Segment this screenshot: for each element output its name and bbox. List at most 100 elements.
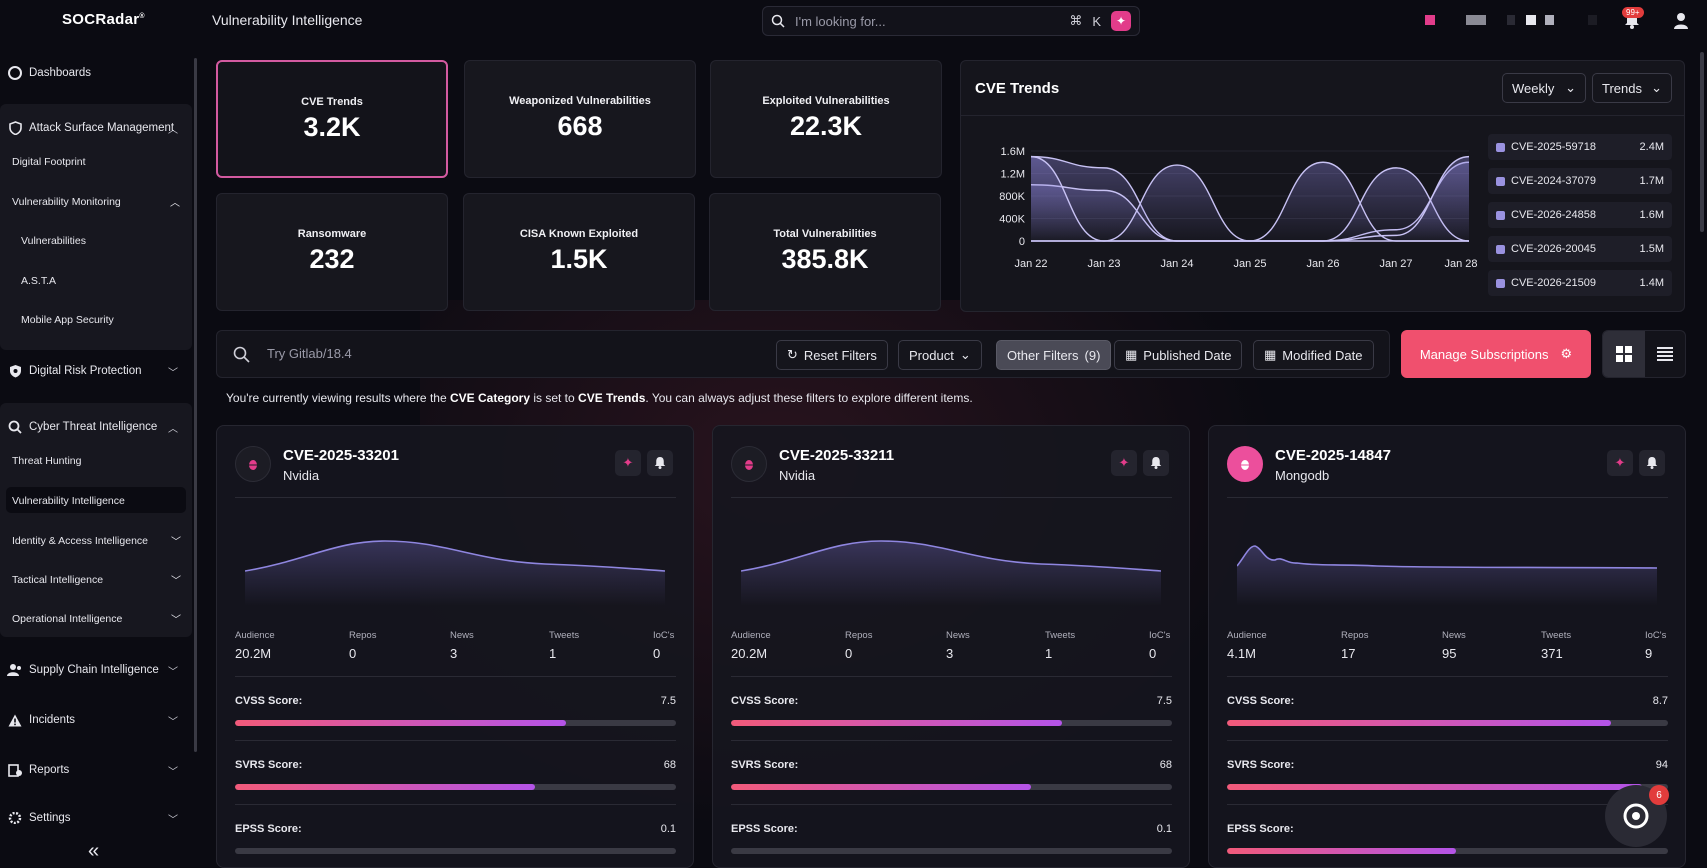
sidebar-item-vulnerability-monitoring[interactable]: Vulnerability Monitoring xyxy=(12,196,121,208)
legend-item[interactable]: CVE-2026-20045 1.5M xyxy=(1488,236,1672,262)
grid-view-button[interactable] xyxy=(1603,331,1645,377)
page-scrollbar[interactable] xyxy=(1700,52,1704,232)
sidebar-item-dashboards[interactable]: Dashboards xyxy=(0,64,190,82)
period-dropdown[interactable]: Weekly ⌄ xyxy=(1502,73,1586,103)
product-dropdown[interactable]: Product ⌄ xyxy=(898,340,982,370)
filter-search-input[interactable]: Try Gitlab/18.4 xyxy=(267,346,352,361)
metric-iocs: IoC's 9 xyxy=(1645,630,1667,661)
sidebar-item-operational-intelligence[interactable]: Operational Intelligence xyxy=(12,613,123,625)
light-square-icon[interactable] xyxy=(1545,15,1554,25)
sidebar-item-attack-surface-management[interactable]: Attack Surface Management ︿ xyxy=(0,119,190,137)
global-search[interactable]: I'm looking for... ⌘ K ✦ xyxy=(762,6,1140,36)
chevron-down-icon: ⌄ xyxy=(1651,80,1662,95)
x-tick-label: Jan 26 xyxy=(1306,258,1339,270)
subscribe-bell-button[interactable] xyxy=(647,450,673,476)
cve-id[interactable]: CVE-2025-33201 xyxy=(283,447,399,464)
button-label: Other Filters xyxy=(1007,347,1079,363)
report-icon xyxy=(7,762,23,778)
stat-card-cve-trends[interactable]: CVE Trends 3.2K xyxy=(216,60,448,178)
y-tick-label: 1.6M xyxy=(1001,146,1025,158)
cve-card[interactable]: CVE-2025-33211 Nvidia ✦ Audience 20.2M Re… xyxy=(712,425,1190,868)
sidebar-item-tactical-intelligence[interactable]: Tactical Intelligence xyxy=(12,574,104,586)
sidebar-item-asta[interactable]: A.S.T.A xyxy=(21,275,57,287)
stat-card-exploited[interactable]: Exploited Vulnerabilities 22.3K xyxy=(710,60,942,178)
chevron-down-icon: ﹀ xyxy=(168,666,178,678)
legend-swatch xyxy=(1496,244,1505,254)
sidebar-item-threat-hunting[interactable]: Threat Hunting xyxy=(12,455,82,467)
series-area xyxy=(1031,165,1469,241)
bug-icon xyxy=(1227,446,1263,482)
cve-id[interactable]: CVE-2025-14847 xyxy=(1275,447,1391,464)
legend-item[interactable]: CVE-2026-24858 1.6M xyxy=(1488,202,1672,228)
legend-swatch xyxy=(1496,142,1505,152)
svrs-value: 68 xyxy=(1159,759,1172,771)
sidebar-item-mobile-app-security[interactable]: Mobile App Security xyxy=(21,314,114,326)
chevron-down-icon: ﹀ xyxy=(168,716,178,728)
ai-sparkle-button[interactable]: ✦ xyxy=(1111,450,1137,476)
collapse-sidebar-button[interactable]: « xyxy=(88,840,100,862)
metric-repos: Repos 17 xyxy=(1341,630,1369,661)
mode-dropdown[interactable]: Trends ⌄ xyxy=(1592,73,1672,103)
sidebar-label: Dashboards xyxy=(29,67,92,79)
stat-card-ransomware[interactable]: Ransomware 232 xyxy=(216,193,448,311)
shield-icon xyxy=(7,120,23,136)
cve-card[interactable]: CVE-2025-33201 Nvidia ✦ Audience 20.2M Re… xyxy=(216,425,694,868)
sidebar-item-digital-risk-protection[interactable]: Digital Risk Protection ﹀ xyxy=(0,362,190,380)
ai-sparkle-button[interactable]: ✦ xyxy=(1607,450,1633,476)
cve-id[interactable]: CVE-2025-33211 xyxy=(779,447,895,464)
sidebar-item-reports[interactable]: Reports ﹀ xyxy=(0,761,190,779)
stat-card-cisa[interactable]: CISA Known Exploited 1.5K xyxy=(463,193,695,311)
chatbot-button[interactable] xyxy=(1605,785,1667,847)
x-tick-label: Jan 27 xyxy=(1379,258,1412,270)
metric-news: News 3 xyxy=(450,630,474,661)
sidebar-item-vulnerability-intelligence[interactable]: Vulnerability Intelligence xyxy=(12,495,125,507)
subscribe-bell-button[interactable] xyxy=(1143,450,1169,476)
subscribe-bell-button[interactable] xyxy=(1639,450,1665,476)
legend-swatch xyxy=(1496,210,1505,220)
sidebar-item-settings[interactable]: Settings ﹀ xyxy=(0,812,190,824)
pink-square-icon[interactable] xyxy=(1425,15,1435,25)
sidebar-item-vulnerabilities[interactable]: Vulnerabilities xyxy=(21,235,86,247)
y-tick-label: 400K xyxy=(999,214,1025,226)
list-view-button[interactable] xyxy=(1645,331,1685,377)
dark-square-icon[interactable] xyxy=(1507,15,1515,25)
legend-item[interactable]: CVE-2026-21509 1.4M xyxy=(1488,270,1672,296)
stat-card-weaponized[interactable]: Weaponized Vulnerabilities 668 xyxy=(464,60,696,178)
cvss-bar-fill xyxy=(1227,720,1611,726)
sidebar-item-identity-access-intelligence[interactable]: Identity & Access Intelligence xyxy=(12,535,148,547)
manage-subscriptions-button[interactable]: Manage Subscriptions ⚙ xyxy=(1401,330,1591,378)
stat-card-total[interactable]: Total Vulnerabilities 385.8K xyxy=(709,193,941,311)
legend-label: CVE-2026-24858 xyxy=(1511,209,1597,221)
sidebar-group-cti xyxy=(0,403,192,637)
legend-item[interactable]: CVE-2025-59718 2.4M xyxy=(1488,134,1672,160)
sidebar-item-incidents[interactable]: Incidents ﹀ xyxy=(0,711,190,729)
legend-swatch xyxy=(1496,278,1505,288)
gray-rect-icon[interactable] xyxy=(1466,15,1486,25)
white-square-icon[interactable] xyxy=(1526,15,1536,25)
ai-sparkle-button[interactable]: ✦ xyxy=(615,450,641,476)
sidebar-label: Digital Risk Protection xyxy=(29,365,142,377)
logo[interactable]: SOCRadar® xyxy=(62,11,145,28)
legend-item[interactable]: CVE-2024-37079 1.7M xyxy=(1488,168,1672,194)
metric-tweets: Tweets 1 xyxy=(1045,630,1076,661)
ai-sparkle-button[interactable]: ✦ xyxy=(1111,11,1131,31)
other-filters-button[interactable]: Other Filters (9) xyxy=(996,340,1112,370)
sparkle-icon: ✦ xyxy=(1118,455,1130,470)
bell-icon xyxy=(1646,457,1658,469)
modified-date-button[interactable]: ▦ Modified Date xyxy=(1253,340,1374,370)
divider xyxy=(1227,740,1668,741)
placeholder-icon[interactable] xyxy=(1588,15,1597,25)
sidebar-item-digital-footprint[interactable]: Digital Footprint xyxy=(12,156,86,168)
sidebar-scrollbar[interactable] xyxy=(194,58,197,752)
reset-filters-button[interactable]: ↻ Reset Filters xyxy=(776,340,888,370)
sidebar-item-cyber-threat-intelligence[interactable]: Cyber Threat Intelligence ︿ xyxy=(0,418,190,436)
search-placeholder[interactable]: I'm looking for... xyxy=(795,13,886,29)
published-date-button[interactable]: ▦ Published Date xyxy=(1114,340,1243,370)
cve-card[interactable]: CVE-2025-14847 Mongodb ✦ Audience 4.1M Re… xyxy=(1208,425,1686,868)
sidebar-item-supply-chain-intelligence[interactable]: Supply Chain Intelligence ﹀ xyxy=(0,661,190,679)
bell-icon xyxy=(1150,457,1162,469)
cvss-value: 7.5 xyxy=(1156,695,1172,707)
x-tick-label: Jan 25 xyxy=(1233,258,1266,270)
stat-value: 3.2K xyxy=(303,112,361,142)
user-icon[interactable] xyxy=(1673,12,1689,30)
